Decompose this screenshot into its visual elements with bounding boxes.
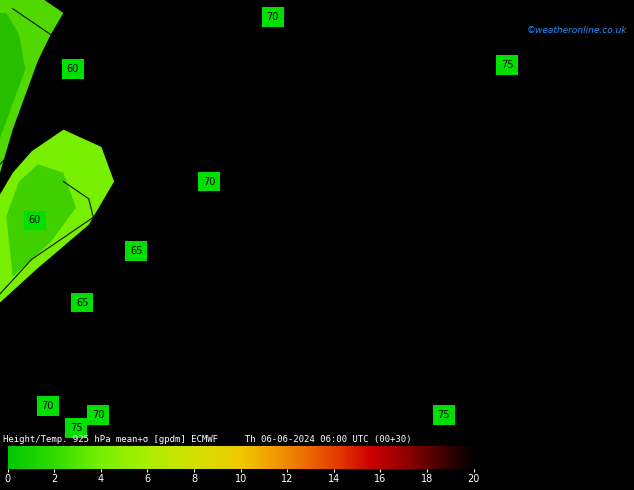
Text: 60: 60 <box>67 64 79 74</box>
Text: ©weatheronline.co.uk: ©weatheronline.co.uk <box>527 26 628 35</box>
Text: 75: 75 <box>501 60 514 70</box>
Text: 65: 65 <box>130 245 143 256</box>
Text: 75: 75 <box>437 410 450 420</box>
Text: 70: 70 <box>266 12 279 22</box>
Polygon shape <box>0 130 114 302</box>
Polygon shape <box>6 164 76 276</box>
Text: 70: 70 <box>92 410 105 420</box>
Text: Height/Temp. 925 hPa mean+σ [gpdm] ECMWF     Th 06-06-2024 06:00 UTC (00+30): Height/Temp. 925 hPa mean+σ [gpdm] ECMWF… <box>3 435 411 444</box>
Text: 70: 70 <box>203 176 216 187</box>
Polygon shape <box>0 0 63 173</box>
Text: 60: 60 <box>29 216 41 225</box>
Polygon shape <box>0 13 25 138</box>
Text: 75: 75 <box>70 423 82 433</box>
Text: 70: 70 <box>41 401 54 411</box>
Text: 65: 65 <box>76 297 89 308</box>
